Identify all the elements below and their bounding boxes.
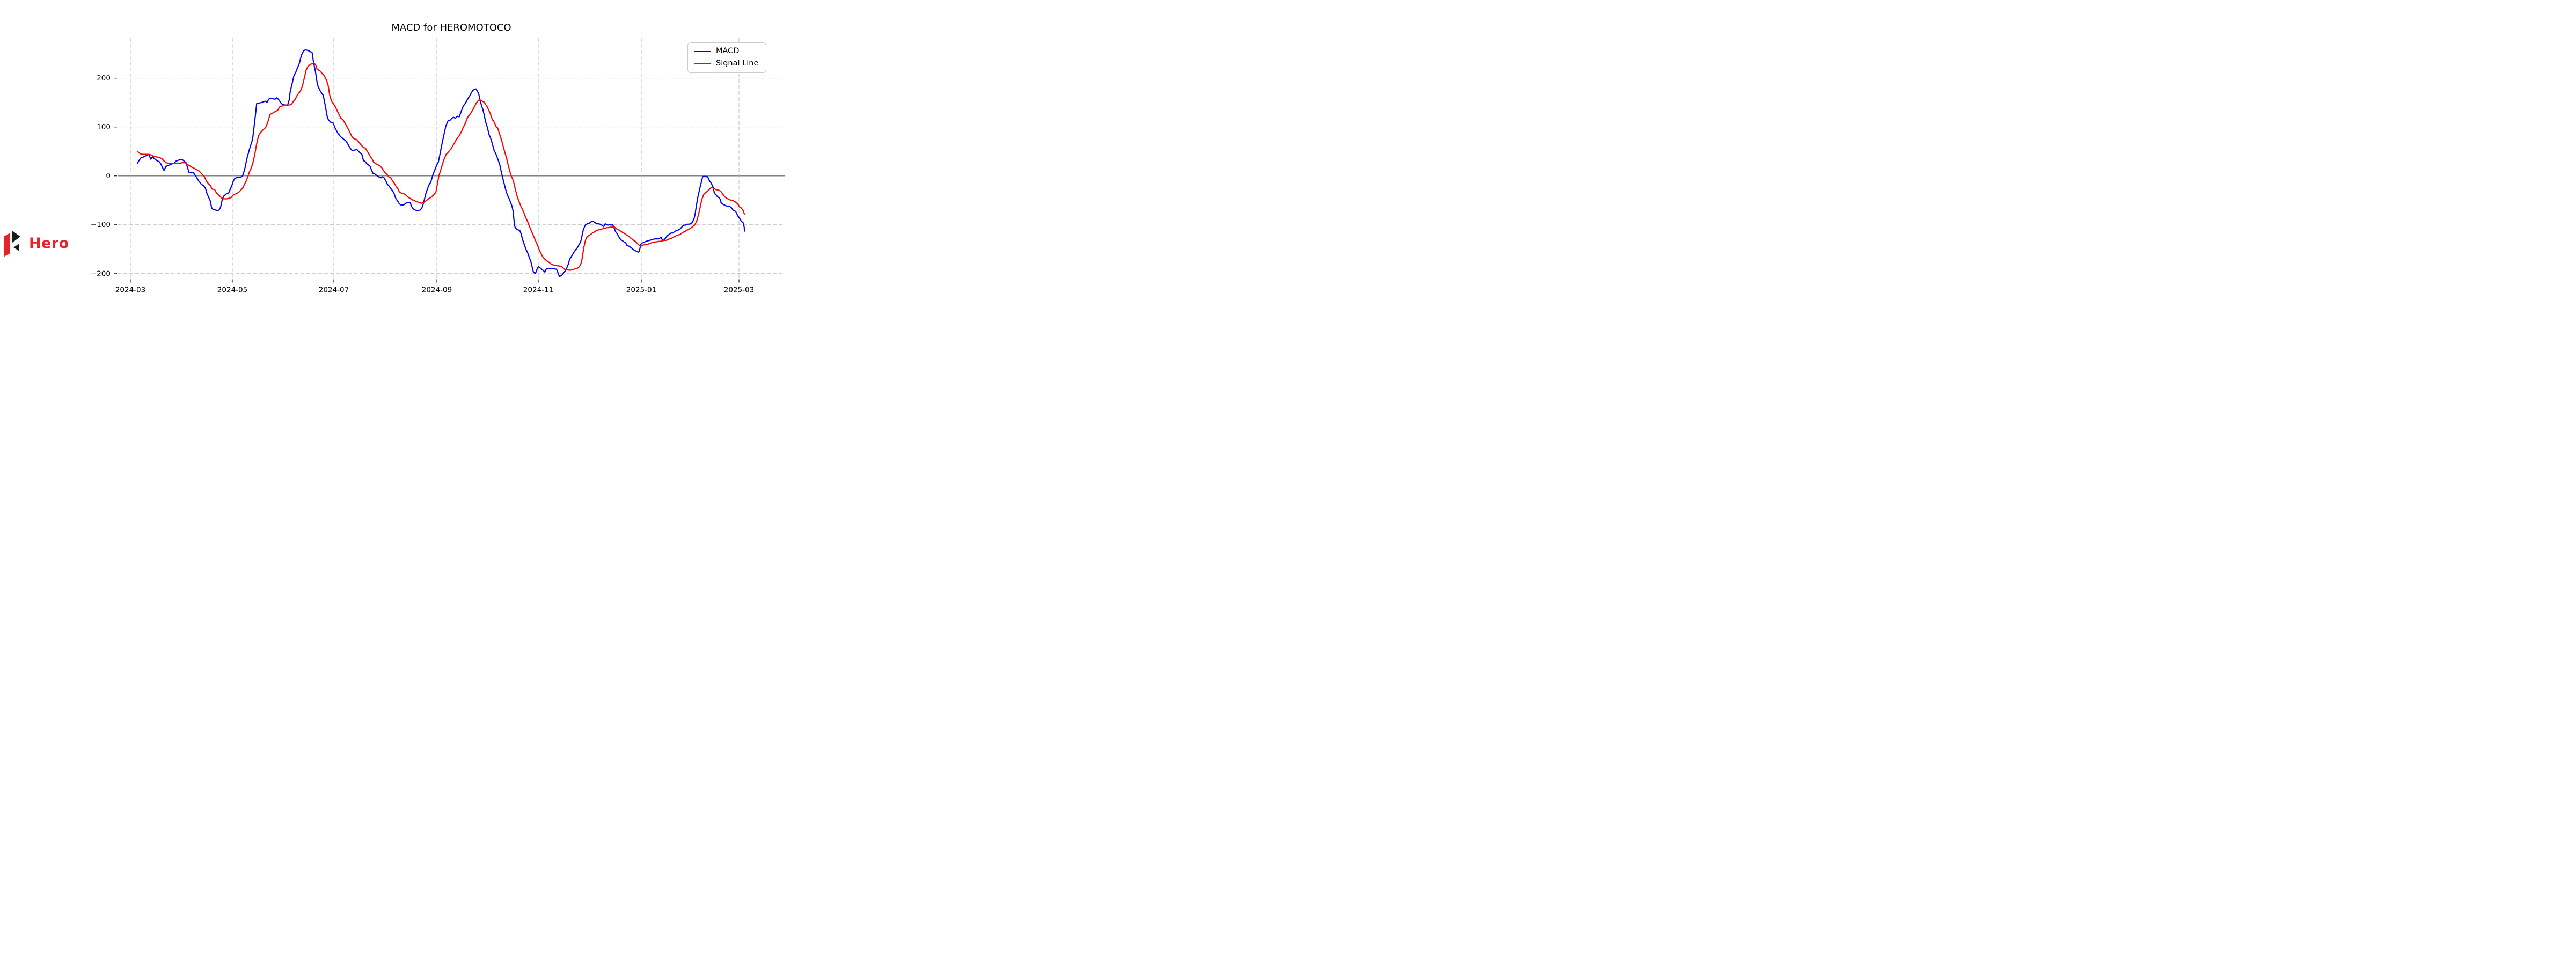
x-tick-label: 2024-03 <box>115 286 145 295</box>
macd-chart: 200 100 0 −100 −200 2024-03 2024-05 2024-07 2024… <box>91 22 785 295</box>
x-tick-label: 2024-05 <box>217 286 247 295</box>
hero-logo: Hero <box>3 230 69 257</box>
x-tick-label: 2024-07 <box>319 286 349 295</box>
x-tick-label: 2025-01 <box>626 286 656 295</box>
x-tick-label: 2024-09 <box>422 286 452 295</box>
hero-logo-text: Hero <box>29 235 69 252</box>
figure-canvas: 200 100 0 −100 −200 2024-03 2024-05 2024-07 2024… <box>0 0 859 322</box>
hero-logo-red-bar <box>4 233 10 257</box>
y-tick-label: −100 <box>91 221 111 229</box>
hero-logo-icon <box>4 231 20 257</box>
legend: MACD Signal Line <box>687 42 767 73</box>
x-tick-label: 2025-03 <box>724 286 754 295</box>
chart-title: MACD for HEROMOTOCO <box>391 22 511 33</box>
macd-line-swatch <box>694 50 711 52</box>
y-tick-label: 200 <box>97 74 111 83</box>
legend-label-signal: Signal Line <box>716 58 759 68</box>
y-tick-label: 100 <box>97 123 111 131</box>
hero-logo-triangle-up <box>12 231 20 243</box>
x-tick-label: 2024-11 <box>523 286 553 295</box>
hero-logo-triangle-down <box>13 244 19 251</box>
legend-item-macd: MACD <box>694 47 758 56</box>
signal-line-swatch <box>694 63 711 64</box>
legend-item-signal: Signal Line <box>694 58 759 68</box>
signal-line <box>136 62 745 271</box>
y-tick-label: −200 <box>91 269 111 278</box>
macd-line <box>136 49 745 277</box>
y-tick-label: 0 <box>106 172 111 180</box>
legend-label-macd: MACD <box>716 47 740 55</box>
